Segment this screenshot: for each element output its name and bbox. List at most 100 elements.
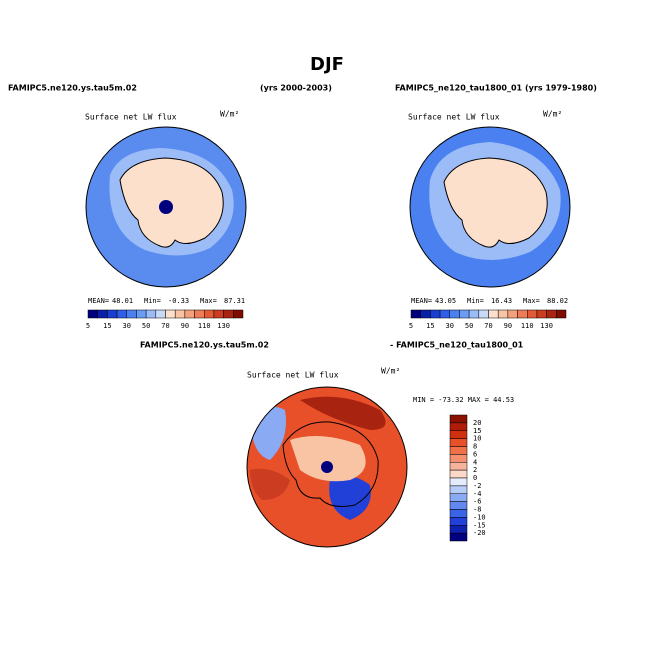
map (86, 127, 246, 287)
stat-label: Max= (200, 297, 217, 305)
colorbar-box (145, 309, 157, 319)
colorbar-box (430, 309, 441, 319)
colorbar-label: -6 (473, 498, 481, 506)
case-name: FAMIPC5.ne120.ys.tau5m.02 (8, 84, 137, 93)
colorbar-box (204, 309, 215, 319)
map (247, 387, 407, 547)
stat-value: 87.31 (224, 297, 245, 305)
colorbar-box (449, 493, 468, 502)
colorbar-label: 50 (465, 322, 473, 330)
colorbar-box (420, 309, 431, 319)
colorbar-label: 5 (86, 322, 90, 330)
stats: MEAN= 43.05 Min= 16.43 Max= 88.02 (411, 297, 568, 305)
stat-label: Min= (144, 297, 161, 305)
colorbar-box (107, 309, 118, 319)
colorbar-box (87, 309, 98, 319)
colorbar-box (488, 309, 499, 319)
stat-label: MEAN= (411, 297, 432, 305)
colorbar-box (194, 309, 205, 319)
colorbar-label: 70 (484, 322, 492, 330)
colorbar-label: 5 (409, 322, 413, 330)
colorbar-box (449, 501, 468, 510)
stats: MEAN= 48.01 Min= -0.33 Max= 87.31 (88, 297, 245, 305)
stat-value: 48.01 (112, 297, 133, 305)
colorbar-box (468, 309, 480, 319)
colorbar-box (174, 309, 186, 319)
colorbar-label: 15 (426, 322, 434, 330)
colorbar-box (459, 309, 470, 319)
colorbar-label: 90 (181, 322, 189, 330)
colorbar-box (449, 509, 468, 518)
colorbar-box (233, 309, 244, 319)
years: (yrs 2000-2003) (260, 84, 332, 93)
colorbar-box (527, 309, 538, 319)
colorbar-label: 2 (473, 466, 477, 474)
colorbar-label: 15 (473, 427, 481, 435)
colorbar: 5 15 30 50 70 90 110 130 (86, 309, 244, 330)
colorbar-label: 0 (473, 474, 477, 482)
colorbar-box (449, 422, 468, 431)
colorbar-box (449, 517, 468, 526)
stat-label: Min= (467, 297, 484, 305)
colorbar-box (449, 469, 468, 479)
colorbar-label: 15 (103, 322, 111, 330)
colorbar-label: 4 (473, 458, 477, 466)
colorbar-label: -4 (473, 490, 481, 498)
stat-label: Max= (523, 297, 540, 305)
colorbar-box (478, 309, 489, 319)
colorbar-box (449, 414, 468, 424)
colorbar-label: -15 (473, 521, 486, 529)
map-border (85, 126, 247, 288)
colorbar-box (116, 309, 127, 319)
colorbar-label: 30 (123, 322, 131, 330)
colorbar-label: -10 (473, 513, 486, 521)
colorbar-label: 10 (473, 435, 481, 443)
colorbar-box (449, 446, 468, 455)
colorbar-box (213, 309, 224, 319)
colorbar-label: 110 (198, 322, 211, 330)
colorbar-box (449, 485, 468, 494)
case-name: - FAMIPC5_ne120_tau1800_01 (390, 341, 524, 350)
units: W/m² (220, 110, 239, 119)
variable: Surface net LW flux (85, 113, 177, 122)
colorbar-box (449, 525, 468, 534)
colorbar-label: 110 (521, 322, 534, 330)
colorbar-label: 20 (473, 419, 481, 427)
units: W/m² (381, 367, 400, 376)
case-name: FAMIPC5_ne120_tau1800_01 (395, 84, 523, 93)
colorbar-box (97, 309, 108, 319)
colorbar-label: 6 (473, 450, 477, 458)
colorbar-box (449, 532, 468, 542)
colorbar-box (136, 309, 147, 319)
colorbar-box (449, 462, 468, 471)
stat-value: -0.33 (168, 297, 189, 305)
colorbar-box (449, 438, 468, 447)
variable: Surface net LW flux (408, 113, 500, 122)
colorbar-label: 130 (540, 322, 553, 330)
colorbar-box (126, 309, 137, 319)
variable: Surface net LW flux (247, 371, 339, 380)
map-border (409, 126, 571, 288)
colorbar-label: 130 (217, 322, 230, 330)
map-border (246, 386, 408, 548)
colorbar-label: -20 (473, 529, 486, 537)
colorbar-box (497, 309, 509, 319)
colorbar-box (439, 309, 450, 319)
colorbar-box (449, 477, 468, 487)
colorbar-box (155, 309, 166, 319)
colorbar-label: -2 (473, 482, 481, 490)
units: W/m² (543, 110, 562, 119)
stat-value: 88.02 (547, 297, 568, 305)
colorbar-box (223, 309, 234, 319)
title: DJF (310, 54, 344, 75)
colorbar-box (449, 430, 468, 439)
colorbar-label: 90 (504, 322, 512, 330)
colorbar-box (184, 309, 195, 319)
colorbar-box (517, 309, 528, 319)
colorbar-label: -8 (473, 506, 481, 514)
min-max: MIN = -73.32 MAX = 44.53 (413, 396, 514, 404)
colorbar-box (449, 309, 460, 319)
colorbar-label: 50 (142, 322, 150, 330)
